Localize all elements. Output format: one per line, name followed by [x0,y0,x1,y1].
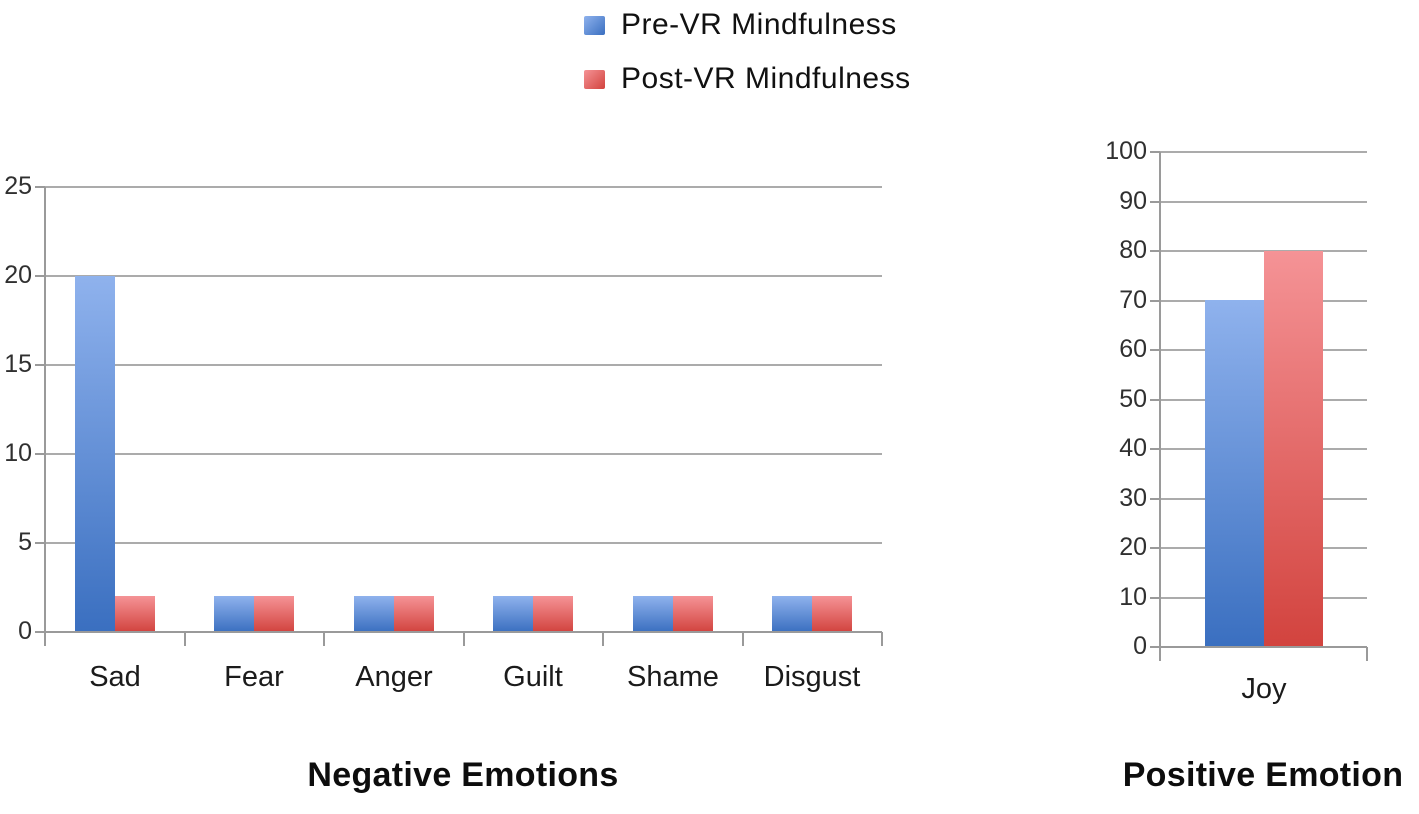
y-axis-tick-5 [35,542,45,544]
bar-pre-vr-shame [633,596,673,632]
category-label-anger: Anger [355,661,433,693]
pre-vr-swatch-icon [584,15,605,35]
y-tick-label-90: 90 [1119,187,1147,215]
bar-pre-vr-anger [354,596,394,632]
bar-post-vr-joy [1264,251,1323,647]
negative-emotions-title: Negative Emotions [307,756,619,794]
gridline-15 [45,364,882,366]
y-axis-tick-20 [1150,547,1160,549]
gridline-90 [1160,201,1367,203]
x-axis-tick-1 [184,632,186,646]
y-tick-label-25: 25 [4,172,32,200]
legend-item-post-vr: Post-VR Mindfulness [584,60,911,98]
gridline-20 [45,275,882,277]
y-axis-tick-20 [35,275,45,277]
bar-pre-vr-fear [214,596,254,632]
y-axis-tick-0 [1150,646,1160,648]
positive-emotion-title: Positive Emotion [1122,756,1404,794]
y-tick-label-10: 10 [1119,583,1147,611]
y-axis-tick-15 [35,364,45,366]
y-tick-label-80: 80 [1119,236,1147,264]
category-label-disgust: Disgust [763,661,861,693]
y-axis-tick-0 [35,631,45,633]
x-axis-tick-5 [742,632,744,646]
y-axis-line [44,187,46,646]
y-axis-tick-40 [1150,448,1160,450]
x-axis-tick-4 [602,632,604,646]
y-tick-label-40: 40 [1119,434,1147,462]
bar-post-vr-sad [115,596,155,632]
category-label-sad: Sad [89,661,141,693]
bar-pre-vr-joy [1205,300,1264,647]
y-axis-tick-90 [1150,201,1160,203]
y-axis-tick-80 [1150,250,1160,252]
x-axis-tick-3 [463,632,465,646]
legend-label-pre-vr: Pre-VR Mindfulness [621,8,897,41]
y-tick-label-20: 20 [1119,533,1147,561]
y-tick-label-20: 20 [4,261,32,289]
bar-pre-vr-sad [75,276,115,632]
gridline-25 [45,186,882,188]
category-label-shame: Shame [627,661,719,693]
y-axis-line [1159,152,1161,661]
bar-post-vr-shame [673,596,713,632]
y-tick-label-15: 15 [4,350,32,378]
category-label-joy: Joy [1241,673,1287,705]
y-axis-tick-10 [1150,597,1160,599]
x-axis-tick-2 [323,632,325,646]
x-axis-line [1160,646,1367,648]
y-axis-tick-10 [35,453,45,455]
y-tick-label-50: 50 [1119,385,1147,413]
bar-post-vr-disgust [812,596,852,632]
post-vr-swatch-icon [584,69,605,89]
bar-post-vr-anger [394,596,434,632]
bar-post-vr-guilt [533,596,573,632]
y-tick-label-60: 60 [1119,335,1147,363]
bar-pre-vr-guilt [493,596,533,632]
gridline-80 [1160,250,1367,252]
y-axis-tick-30 [1150,498,1160,500]
y-tick-label-0: 0 [18,617,32,645]
x-axis-tick-1 [1366,647,1368,661]
bar-pre-vr-disgust [772,596,812,632]
gridline-5 [45,542,882,544]
y-axis-tick-50 [1150,399,1160,401]
y-tick-label-10: 10 [4,439,32,467]
y-tick-label-30: 30 [1119,484,1147,512]
y-axis-tick-100 [1150,151,1160,153]
legend: Pre-VR Mindfulness Post-VR Mindfulness [584,6,911,114]
x-axis-line [45,631,882,633]
y-axis-tick-70 [1150,300,1160,302]
x-axis-tick-6 [881,632,883,646]
y-axis-tick-60 [1150,349,1160,351]
y-axis-tick-25 [35,186,45,188]
legend-label-post-vr: Post-VR Mindfulness [621,62,911,95]
y-tick-label-5: 5 [18,528,32,556]
y-tick-label-100: 100 [1105,137,1147,165]
category-label-guilt: Guilt [503,661,563,693]
category-label-fear: Fear [224,661,284,693]
y-tick-label-70: 70 [1119,286,1147,314]
gridline-10 [45,453,882,455]
gridline-100 [1160,151,1367,153]
legend-item-pre-vr: Pre-VR Mindfulness [584,6,911,44]
bar-post-vr-fear [254,596,294,632]
y-tick-label-0: 0 [1133,632,1147,660]
